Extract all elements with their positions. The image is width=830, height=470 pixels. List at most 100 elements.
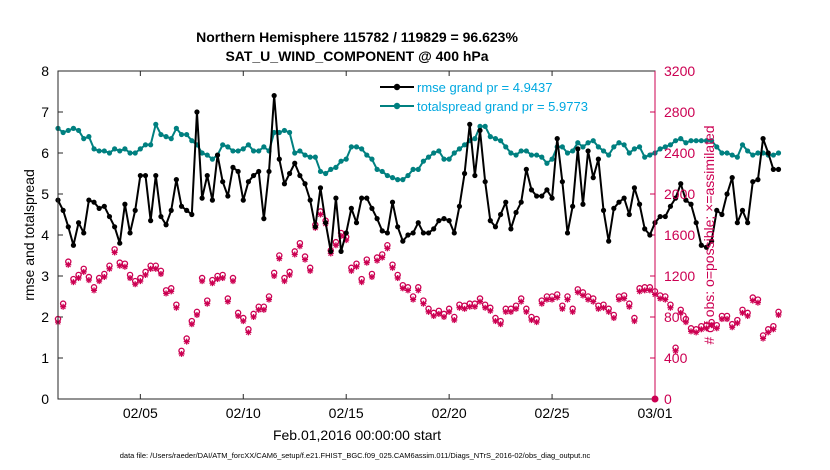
obs-assimilated-stroke-d2	[230, 278, 236, 284]
rmse-point	[117, 240, 123, 246]
rmse-point	[395, 224, 401, 230]
obs-assimilated-stroke-d2	[765, 329, 771, 336]
obs-assimilated-stroke-d2	[611, 315, 617, 321]
obs-assimilated-marker	[667, 304, 674, 311]
obs-assimilated-marker	[188, 321, 195, 328]
obs-assimilated-stroke-d2	[96, 278, 102, 284]
x-tick-label: 03/01	[637, 405, 672, 421]
spread-point	[492, 136, 499, 142]
spread-point	[513, 152, 519, 158]
rmse-point	[389, 199, 396, 205]
spread-point	[456, 146, 463, 152]
rmse-point	[199, 195, 205, 201]
obs-assimilated-stroke-d2	[595, 306, 602, 312]
obs-assimilated-marker	[163, 290, 170, 297]
obs-assimilated-stroke-d2	[642, 287, 648, 293]
obs-assimilated-stroke-d2	[106, 266, 113, 272]
rmse-point	[544, 187, 550, 193]
obs-assimilated-stroke-d2	[575, 289, 581, 296]
spread-point	[523, 148, 529, 154]
obs-assimilated-stroke-d2	[600, 305, 607, 311]
obs-assimilated-stroke-d2	[302, 256, 308, 263]
obs-assimilated-stroke-d2	[770, 326, 777, 332]
rmse-point	[667, 203, 674, 209]
rmse-point	[523, 166, 529, 172]
obs-assimilated-stroke-d2	[220, 275, 226, 281]
obs-assimilated-stroke-d2	[101, 274, 107, 280]
spread-point	[81, 136, 87, 142]
obs-assimilated-stroke-d2	[405, 287, 411, 293]
obs-assimilated-stroke-d2	[487, 308, 493, 314]
obs-assimilated-stroke-d2	[750, 297, 756, 304]
rmse-point	[745, 220, 751, 226]
rmse-point	[276, 156, 282, 162]
obs-assimilated-marker	[410, 296, 417, 303]
rmse-point	[734, 220, 740, 226]
rmse-point	[364, 195, 370, 201]
obs-assimilated-stroke-d2	[724, 316, 730, 322]
obs-assimilated-marker	[260, 306, 267, 313]
obs-assimilated-marker	[770, 326, 777, 333]
obs-assimilated-marker	[605, 308, 612, 315]
spread-point	[199, 150, 205, 156]
obs-assimilated-marker	[60, 303, 67, 310]
obs-assimilated-stroke-d2	[266, 296, 272, 303]
obs-assimilated-marker	[219, 275, 226, 282]
obs-assimilated-stroke-d2	[775, 312, 782, 318]
spread-point	[374, 166, 380, 172]
rmse-point	[400, 238, 406, 244]
rmse-point	[204, 172, 210, 179]
obs-assimilated-marker	[507, 308, 514, 315]
rmse-point	[317, 185, 324, 191]
spread-point	[343, 156, 349, 162]
spread-point	[461, 142, 468, 148]
obs-assimilated-marker	[698, 326, 705, 333]
obs-assimilated-marker	[317, 211, 324, 218]
spread-point	[70, 125, 77, 131]
obs-assimilated-marker	[744, 312, 751, 319]
obs-assimilated-marker	[471, 303, 478, 310]
spread-point	[158, 131, 164, 138]
obs-assimilated-stroke-d2	[492, 318, 499, 324]
obs-assimilated-stroke-d2	[235, 313, 241, 319]
obs-assimilated-marker	[718, 316, 725, 323]
obs-assimilated-stroke-d2	[245, 329, 252, 336]
obs-assimilated-stroke-d2	[317, 211, 324, 218]
spread-point	[688, 138, 694, 144]
rmse-point	[410, 230, 416, 236]
obs-assimilated-marker	[152, 265, 159, 272]
obs-assimilated-marker	[754, 299, 761, 306]
rmse-point	[75, 220, 82, 226]
spread-point	[75, 127, 82, 134]
x-axis-label: Feb.01,2016 00:00:00 start	[273, 427, 441, 443]
rmse-point	[184, 207, 190, 213]
obs-assimilated-stroke-d2	[369, 274, 375, 280]
obs-assimilated-marker	[693, 329, 700, 336]
obs-assimilated-marker	[85, 277, 92, 284]
spread-point	[101, 148, 107, 154]
spread-point	[528, 152, 535, 158]
rmse-point	[755, 177, 761, 183]
obs-assimilated-marker	[440, 314, 447, 320]
spread-point	[132, 150, 138, 156]
obs-assimilated-stroke-d2	[467, 304, 473, 310]
spread-point	[559, 144, 565, 150]
obs-assimilated-stroke-d2	[307, 268, 313, 274]
rmse-point	[688, 201, 694, 207]
obs-assimilated-marker	[749, 297, 756, 304]
spread-point	[389, 175, 396, 181]
obs-assimilated-marker	[224, 298, 231, 305]
observations-layer	[54, 208, 782, 357]
obs-assimilated-stroke-d2	[446, 309, 452, 315]
obs-assimilated-stroke-d2	[729, 324, 735, 330]
obs-assimilated-marker	[214, 276, 221, 283]
obs-assimilated-marker	[96, 278, 103, 285]
obs-assimilated-stroke-d2	[431, 313, 437, 319]
obs-assimilated-stroke-d2	[163, 290, 169, 297]
rmse-point	[127, 230, 133, 236]
obs-assimilated-marker	[302, 256, 309, 263]
spread-point	[307, 154, 313, 160]
rmse-point	[703, 244, 710, 250]
spread-point	[297, 148, 303, 154]
rmse-point	[477, 127, 483, 134]
